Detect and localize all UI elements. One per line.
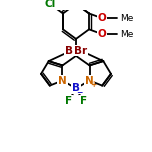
- Text: F: F: [80, 96, 87, 106]
- Text: N: N: [58, 76, 67, 86]
- Text: Cl: Cl: [44, 0, 55, 9]
- Text: F: F: [65, 96, 72, 106]
- Text: Br: Br: [74, 46, 87, 56]
- Text: Me: Me: [120, 14, 134, 23]
- Text: +: +: [90, 80, 96, 89]
- Text: −: −: [77, 88, 83, 97]
- Text: N: N: [85, 76, 94, 86]
- Text: Br: Br: [65, 46, 78, 56]
- Text: Me: Me: [120, 30, 134, 39]
- Text: B: B: [72, 83, 80, 93]
- Text: O: O: [98, 29, 107, 39]
- Text: O: O: [98, 13, 107, 23]
